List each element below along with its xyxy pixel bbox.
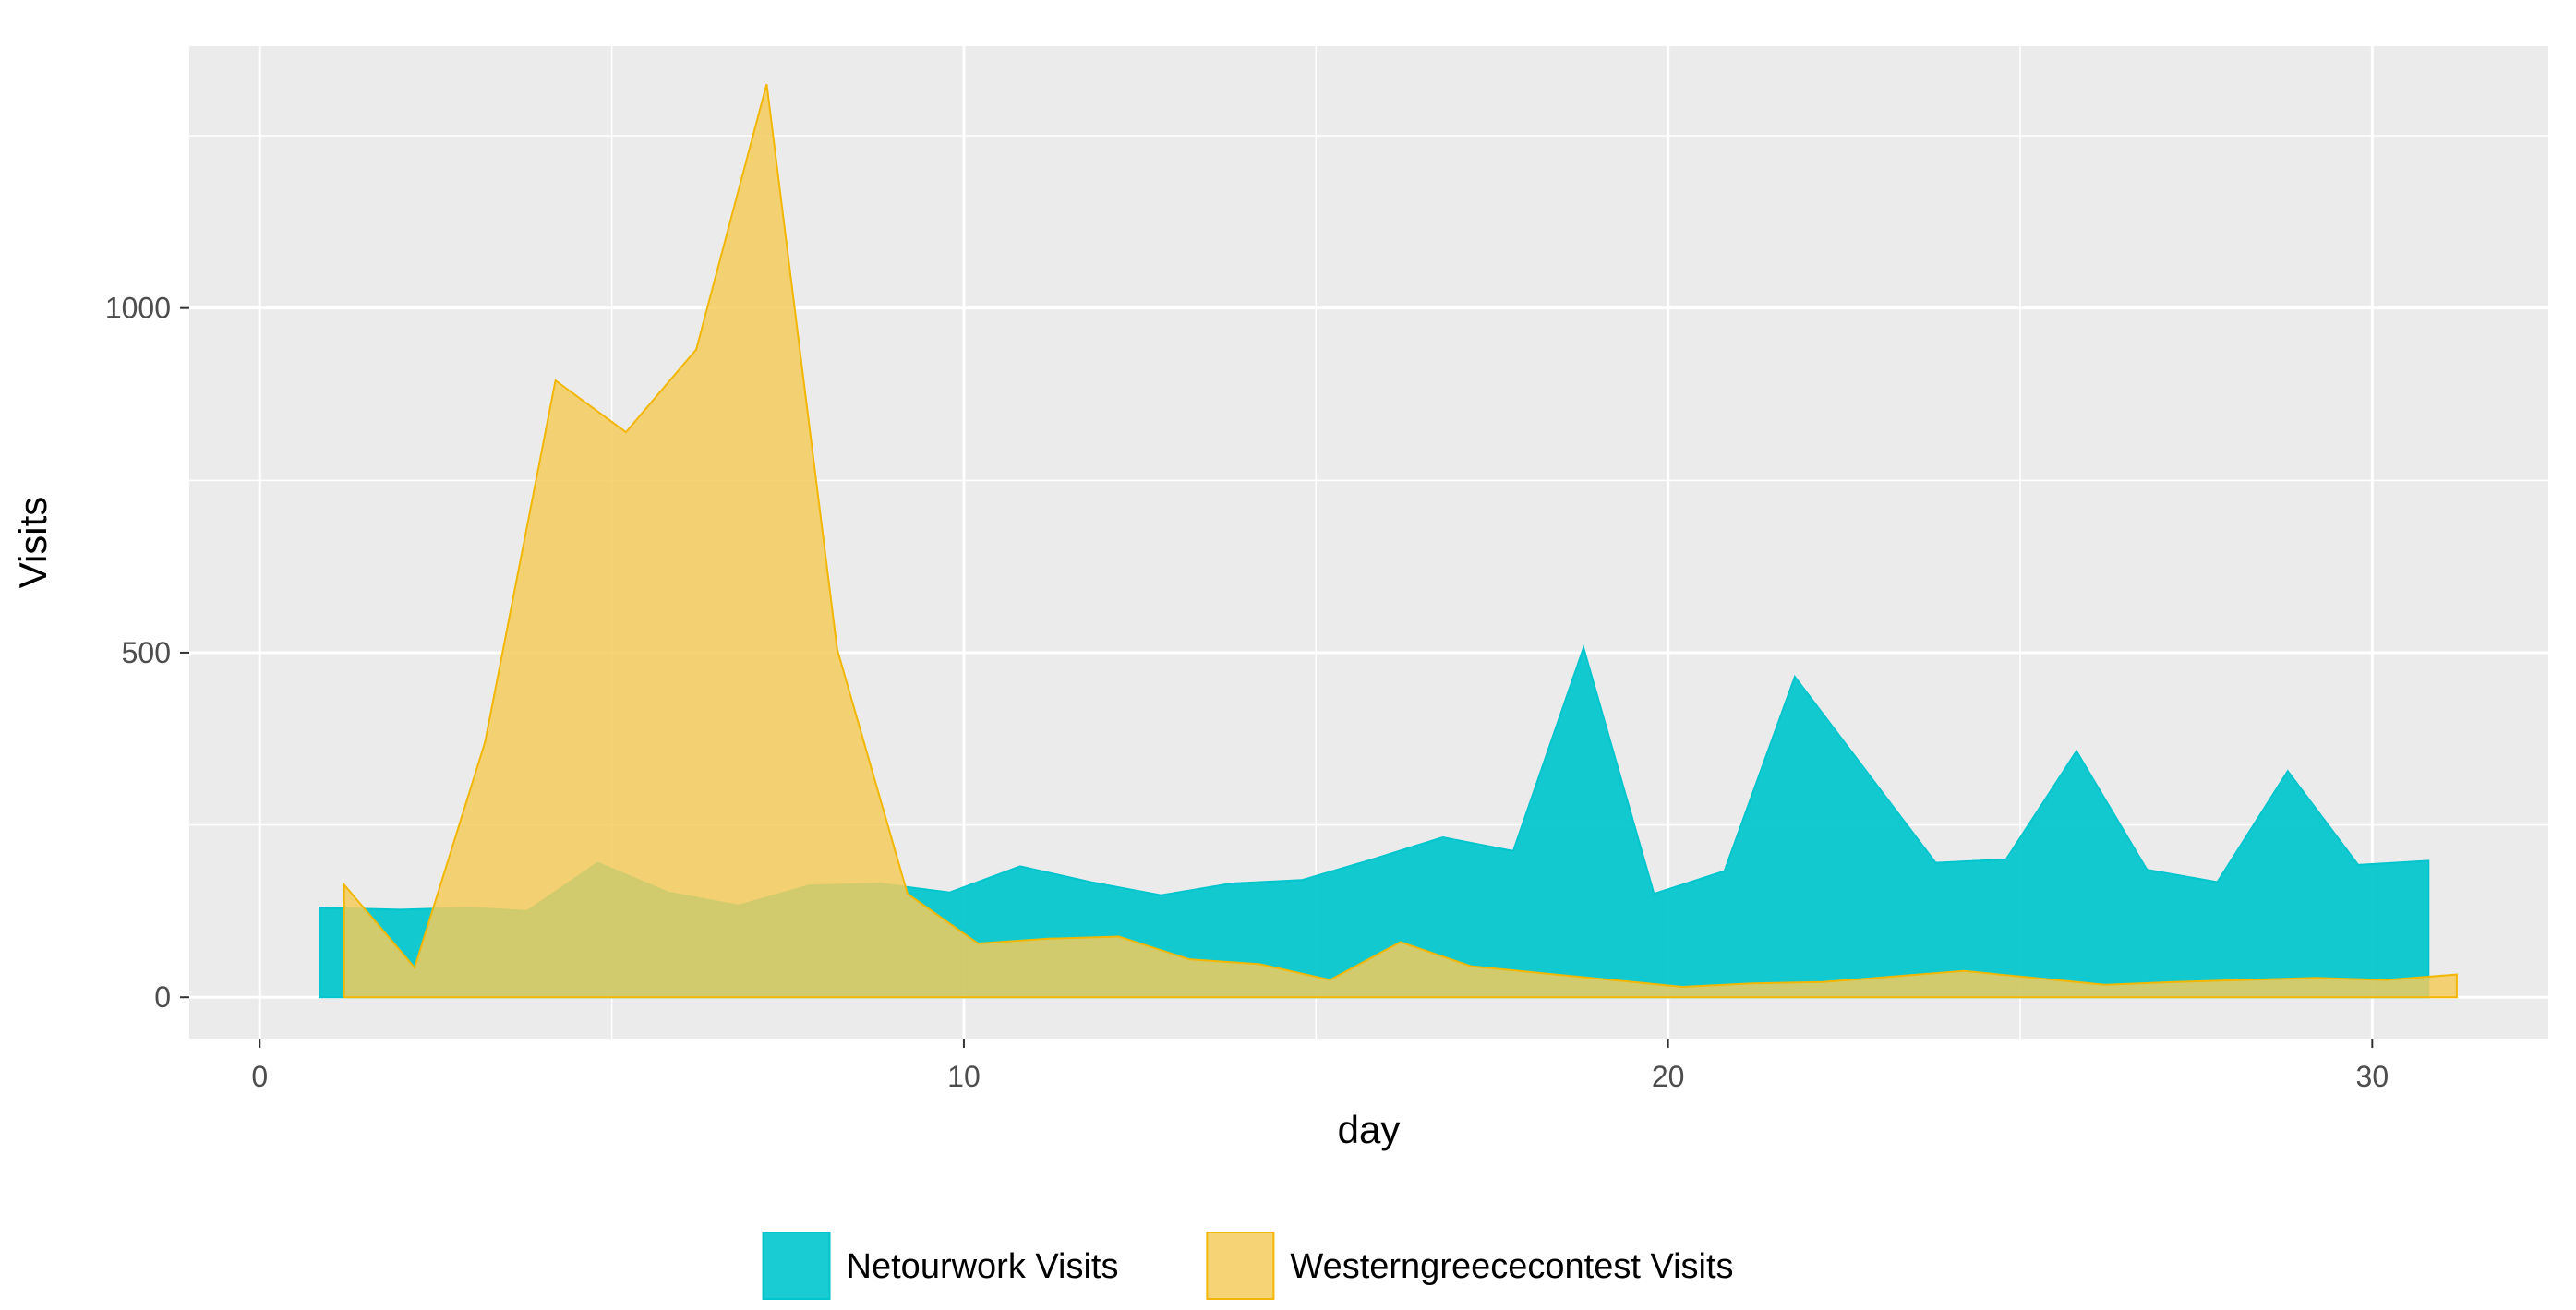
y-tick-label: 500 [122, 636, 171, 669]
x-tick-label: 30 [2356, 1060, 2389, 1093]
x-axis: 0 10 20 30 [251, 1039, 2389, 1093]
legend-key-2 [1206, 1232, 1275, 1300]
y-tick-label: 1000 [105, 292, 171, 325]
x-tick-label: 0 [251, 1060, 268, 1093]
legend-label-2: Westerngreececontest Visits [1290, 1247, 1733, 1286]
area-series [319, 83, 2458, 999]
area-series-2 [343, 83, 2458, 999]
legend-label-1: Netourwork Visits [847, 1247, 1119, 1286]
y-axis: 0 500 1000 [105, 292, 189, 1014]
legend-key-1 [762, 1232, 831, 1300]
x-tick-label: 10 [947, 1060, 981, 1093]
legend: Netourwork Visits Westerngreececontest Vi… [762, 1232, 1734, 1300]
y-axis-title: Visits [11, 497, 54, 589]
x-axis-title: day [1338, 1108, 1401, 1151]
y-tick-label: 0 [154, 980, 171, 1014]
x-tick-label: 20 [1652, 1060, 1685, 1093]
